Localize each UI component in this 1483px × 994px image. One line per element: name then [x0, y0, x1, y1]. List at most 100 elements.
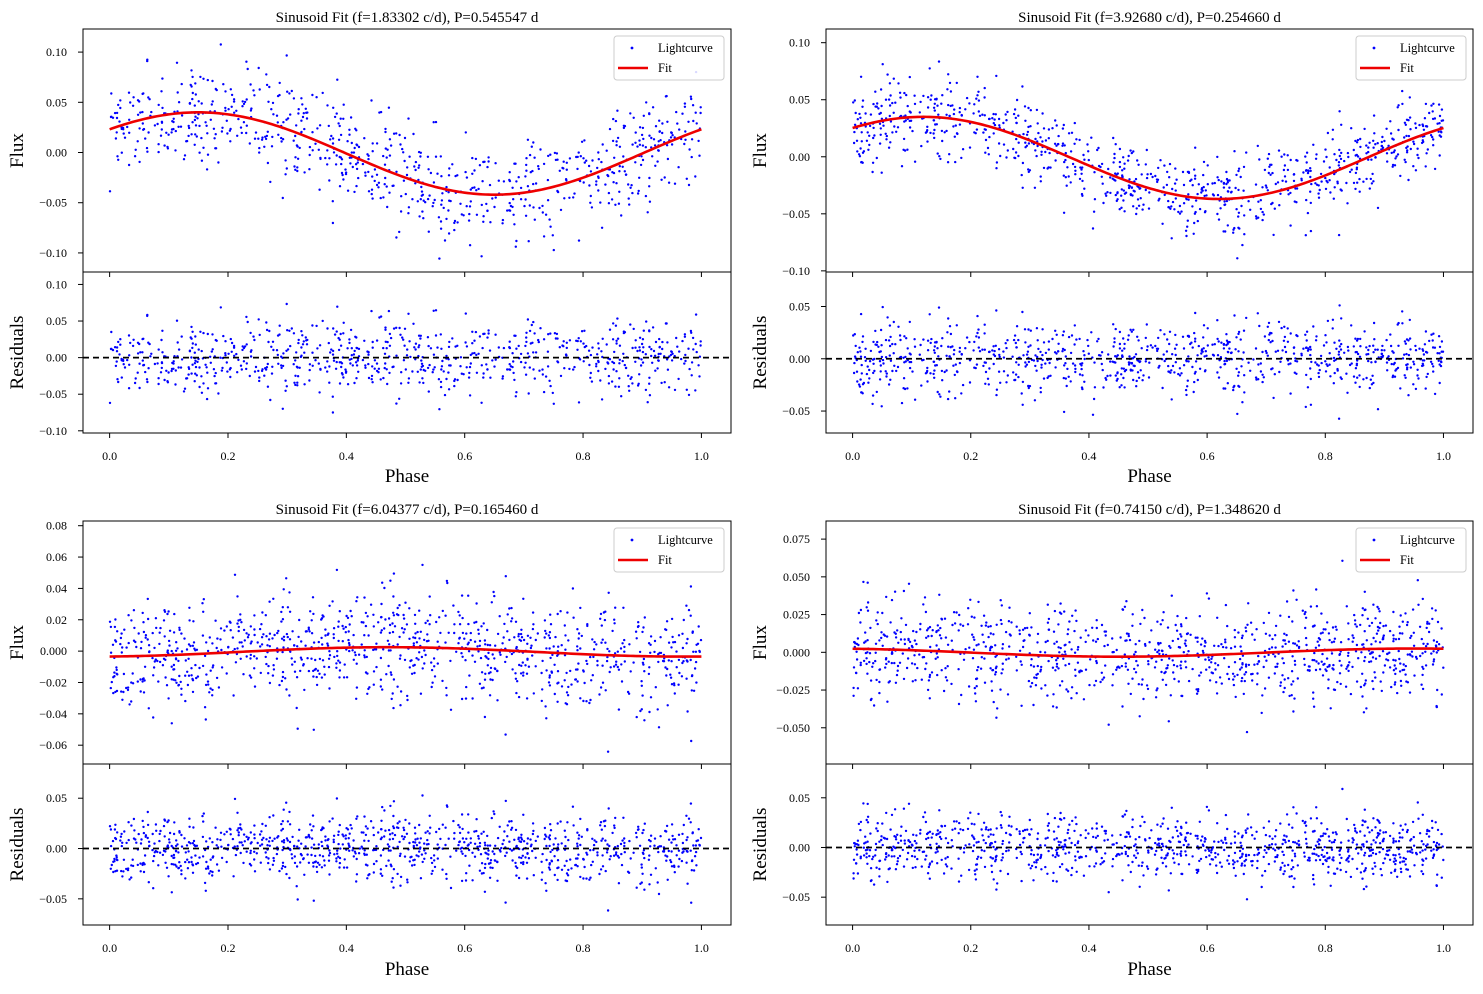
residual-point: [1275, 351, 1277, 353]
residual-point: [229, 376, 231, 378]
lightcurve-point: [201, 602, 203, 604]
lightcurve-point: [120, 632, 122, 634]
residual-point: [440, 333, 442, 335]
lightcurve-point: [358, 146, 360, 148]
residual-point: [398, 841, 400, 843]
lightcurve-point: [198, 152, 200, 154]
lightcurve-point: [1041, 140, 1043, 142]
residual-point: [328, 382, 330, 384]
residual-point: [190, 336, 192, 338]
lightcurve-point: [645, 195, 647, 197]
residual-point: [195, 366, 197, 368]
residual-point: [677, 865, 679, 867]
residual-point: [486, 835, 488, 837]
lightcurve-point: [382, 196, 384, 198]
lightcurve-point: [624, 125, 626, 127]
lightcurve-point: [1247, 200, 1249, 202]
residual-point: [253, 339, 255, 341]
residual-point: [219, 839, 221, 841]
residual-point: [624, 851, 626, 853]
residual-point: [1412, 383, 1414, 385]
lightcurve-point: [389, 632, 391, 634]
residual-point: [903, 335, 905, 337]
residual-point: [1015, 373, 1017, 375]
lightcurve-point: [880, 112, 882, 114]
residual-point: [363, 340, 365, 342]
lightcurve-point: [640, 164, 642, 166]
lightcurve-point: [362, 621, 364, 623]
residual-point: [863, 382, 865, 384]
lightcurve-point: [250, 676, 252, 678]
lightcurve-point: [380, 679, 382, 681]
residual-point: [434, 866, 436, 868]
residual-point: [174, 383, 176, 385]
xtick-label: 0.6: [457, 449, 472, 463]
lightcurve-point: [1317, 192, 1319, 194]
lightcurve-point: [1073, 143, 1075, 145]
lightcurve-point: [1230, 191, 1232, 193]
residual-point: [926, 367, 928, 369]
lightcurve-point: [637, 621, 639, 623]
residual-point: [1406, 368, 1408, 370]
residual-point: [382, 347, 384, 349]
lightcurve-point: [408, 206, 410, 208]
lightcurve-point: [1374, 156, 1376, 158]
residual-point: [471, 331, 473, 333]
residual-point: [671, 865, 673, 867]
residual-point: [1199, 368, 1201, 370]
residual-point: [163, 379, 165, 381]
lightcurve-point: [556, 701, 558, 703]
residual-point: [666, 825, 668, 827]
lightcurve-point: [625, 174, 627, 176]
residual-point: [339, 361, 341, 363]
lightcurve-point: [695, 651, 697, 653]
lightcurve-point: [164, 676, 166, 678]
residual-point: [147, 367, 149, 369]
lightcurve-point: [357, 177, 359, 179]
residual-point: [862, 335, 864, 337]
residual-point: [1381, 349, 1383, 351]
residual-point: [368, 377, 370, 379]
residual-point: [1172, 365, 1174, 367]
residual-point: [959, 351, 961, 353]
lightcurve-point: [872, 127, 874, 129]
lightcurve-point: [1328, 179, 1330, 181]
lightcurve-point: [582, 157, 584, 159]
lightcurve-point: [564, 624, 566, 626]
lightcurve-point: [404, 628, 406, 630]
lightcurve-point: [1064, 159, 1066, 161]
lightcurve-point: [964, 108, 966, 110]
lightcurve-point: [484, 643, 486, 645]
lightcurve-point: [661, 122, 663, 124]
residual-point: [480, 402, 482, 404]
residual-point: [390, 865, 392, 867]
lightcurve-point: [1340, 158, 1342, 160]
lightcurve-point: [237, 118, 239, 120]
residual-point: [496, 861, 498, 863]
lightcurve-point: [988, 153, 990, 155]
lightcurve-point: [471, 157, 473, 159]
lightcurve-point: [380, 657, 382, 659]
residual-point: [435, 334, 437, 336]
lightcurve-point: [246, 98, 248, 100]
lightcurve-point: [421, 190, 423, 192]
lightcurve-point: [229, 128, 231, 130]
residual-point: [198, 386, 200, 388]
lightcurve-point: [529, 154, 531, 156]
residual-point: [1148, 362, 1150, 364]
residual-point: [578, 337, 580, 339]
lightcurve-point: [656, 160, 658, 162]
lightcurve-point: [591, 206, 593, 208]
lightcurve-point: [1205, 194, 1207, 196]
residual-point: [668, 386, 670, 388]
lightcurve-point: [1346, 202, 1348, 204]
lightcurve-point: [1112, 161, 1114, 163]
lightcurve-point: [392, 631, 394, 633]
residual-point: [363, 840, 365, 842]
lightcurve-point: [1381, 141, 1383, 143]
residual-point: [284, 390, 286, 392]
lightcurve-point: [286, 91, 288, 93]
lightcurve-point: [648, 135, 650, 137]
residual-point: [324, 839, 326, 841]
lightcurve-point: [398, 636, 400, 638]
